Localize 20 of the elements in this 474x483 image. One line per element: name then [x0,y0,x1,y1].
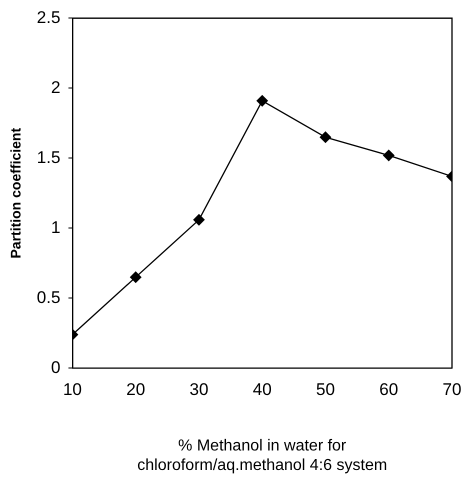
point [256,95,268,106]
x-axis-title: % Methanol in water for chloroform/aq.methanol 4:6 system [137,438,388,474]
x-tick-label: 20 [126,380,146,400]
x-tick-label: 70 [442,380,462,400]
x-tick-label: 30 [189,380,208,400]
y-tick-label: 0 [50,358,60,377]
point [320,132,332,143]
y-tick-label: 2 [50,78,60,97]
y-tick-label: 2.5 [36,8,60,27]
point [383,150,394,162]
y-tick-label: 1 [50,218,60,237]
x-tick-label: 50 [316,380,335,400]
y-axis-title: Partition coefficient [7,128,24,259]
y-tick-label: 1.5 [36,148,60,167]
y-tick-label: 0.5 [36,288,60,307]
x-tick-label: 40 [252,380,272,400]
x-tick-label: 10 [62,380,82,400]
x-tick-label: 60 [379,380,398,400]
point [193,214,205,226]
point [130,272,142,283]
